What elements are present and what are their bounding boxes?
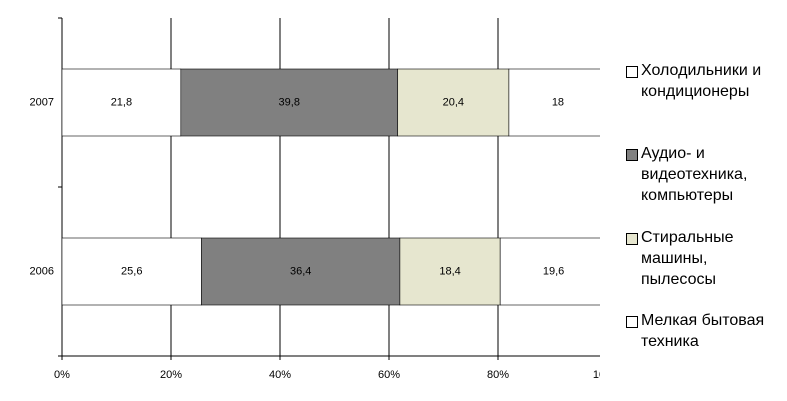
legend-label: Мелкая бытовая техника	[641, 312, 765, 350]
legend-swatch	[626, 149, 638, 161]
bar-segment	[508, 68, 608, 137]
bar-segment	[61, 237, 202, 306]
data-label: 36,4	[290, 265, 311, 277]
legend-swatch	[626, 233, 638, 245]
x-tick-label: 60%	[378, 369, 400, 381]
bar-segment	[61, 68, 182, 137]
x-tick-label: 0%	[54, 369, 70, 381]
x-tick-label: 20%	[160, 369, 182, 381]
data-label: 18,4	[439, 265, 460, 277]
data-label: 21,8	[111, 96, 132, 108]
legend-label: Холодильники и кондиционеры	[641, 62, 762, 100]
data-label: 18	[552, 96, 564, 108]
data-label: 20,4	[443, 96, 464, 108]
bar-segment	[499, 237, 608, 306]
x-tick-label: 80%	[487, 369, 509, 381]
chart: 0% 20% 40% 60% 80% 100% 2007 21,8 39,8 20,4 18 2006…	[30, 17, 621, 381]
legend-swatch	[626, 316, 638, 328]
bar-segment	[201, 237, 401, 306]
legend-swatch	[626, 66, 638, 78]
bar-segment	[397, 68, 510, 137]
legend-label: Аудио- и видеотехника, компьютеры	[641, 145, 748, 204]
data-label: 25,6	[121, 265, 142, 277]
bar-segment	[399, 237, 501, 306]
y-tick-label: 2006	[30, 265, 54, 277]
bar-segment	[180, 68, 399, 137]
x-tick-label: 100%	[593, 369, 600, 381]
legend-label: Стиральные машины, пылесосы	[641, 229, 734, 288]
data-label: 39,8	[279, 96, 300, 108]
x-tick-label: 40%	[269, 369, 291, 381]
data-label: 19,6	[543, 265, 564, 277]
y-tick-label: 2007	[30, 96, 54, 108]
